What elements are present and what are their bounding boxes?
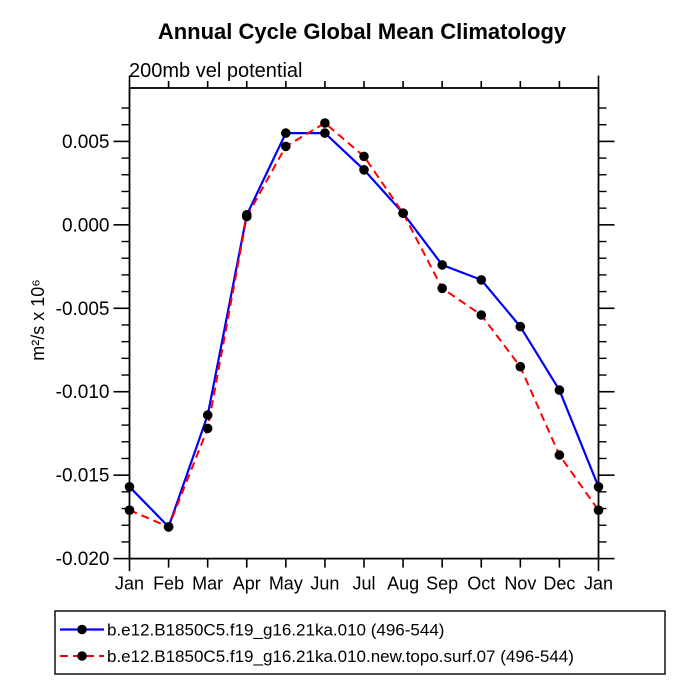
- x-tick-label: Apr: [233, 574, 261, 594]
- data-point-marker: [202, 410, 213, 420]
- data-point-marker: [320, 118, 330, 128]
- data-point-marker: [281, 128, 291, 138]
- x-tick-label: Jul: [352, 574, 375, 594]
- legend-label-1: b.e12.B1850C5.f19_g16.21ka.010.new.topo.…: [107, 647, 574, 666]
- data-point-marker: [202, 423, 213, 434]
- data-point-marker: [320, 128, 330, 138]
- data-point-marker: [437, 283, 448, 294]
- x-tick-label: Jan: [115, 574, 144, 594]
- data-point-marker: [515, 361, 526, 372]
- data-point-marker: [124, 482, 135, 492]
- data-point-marker: [437, 260, 448, 270]
- data-point-marker: [359, 151, 369, 162]
- data-point-marker: [124, 505, 135, 515]
- data-point-marker: [242, 211, 252, 222]
- legend-label-0: b.e12.B1850C5.f19_g16.21ka.010 (496-544): [107, 621, 444, 640]
- data-point-marker: [359, 165, 369, 175]
- data-point-marker: [554, 450, 565, 460]
- legend-box: [54, 610, 666, 675]
- x-tick-label: Mar: [192, 574, 223, 594]
- legend-marker-dot: [77, 624, 87, 635]
- x-tick-label: Feb: [153, 574, 184, 594]
- series-layer: [128, 121, 600, 529]
- legend: b.e12.B1850C5.f19_g16.21ka.010 (496-544)…: [54, 610, 666, 675]
- series-line-solid: [128, 132, 600, 529]
- data-point-marker: [163, 522, 174, 532]
- chart-subtitle: 200mb vel potential: [129, 60, 302, 82]
- y-tick-label: 0.005: [62, 132, 110, 153]
- x-tick-label: Nov: [504, 574, 536, 594]
- y-tick-label: -0.015: [56, 466, 110, 487]
- series-line-dashed: [129, 121, 600, 529]
- y-tick-label: -0.010: [56, 382, 110, 403]
- marker-layer: [124, 118, 604, 532]
- x-tick-label: Dec: [543, 574, 575, 594]
- x-tick-label: Sep: [426, 574, 458, 594]
- data-point-marker: [593, 482, 604, 492]
- data-point-marker: [476, 310, 487, 320]
- data-point-marker: [281, 141, 291, 152]
- x-tick-label: May: [269, 574, 303, 594]
- x-tick-label: Jun: [310, 574, 339, 594]
- data-point-marker: [515, 321, 526, 332]
- y-tick-label: -0.005: [56, 299, 110, 320]
- chart-title: Annual Cycle Global Mean Climatology: [158, 19, 567, 44]
- y-tick-label: 0.000: [62, 215, 110, 236]
- x-tick-label: Jan: [584, 574, 613, 594]
- x-tick-label: Aug: [387, 574, 419, 594]
- y-tick-label: -0.020: [56, 549, 110, 570]
- data-point-marker: [476, 275, 487, 285]
- x-tick-label: Oct: [467, 574, 495, 594]
- data-point-marker: [593, 505, 604, 515]
- data-point-marker: [398, 208, 408, 218]
- y-axis-label: m²/s x 10⁶: [28, 279, 48, 360]
- legend-marker-dot: [77, 651, 87, 661]
- data-point-marker: [554, 385, 565, 395]
